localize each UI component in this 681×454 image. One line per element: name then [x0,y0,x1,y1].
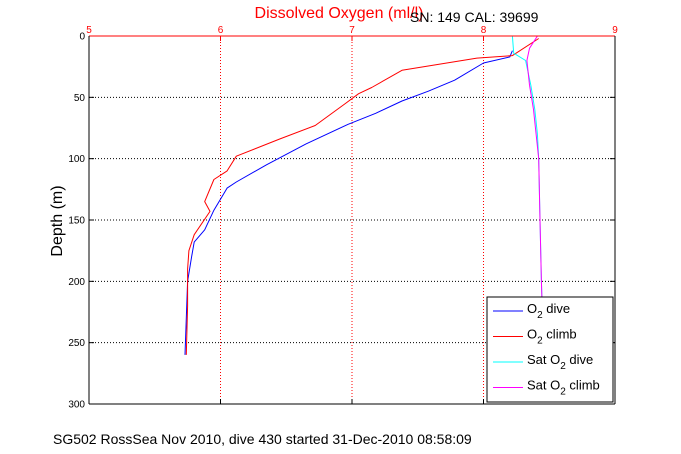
y-tick-label: 50 [74,93,86,104]
y-tick-label: 300 [68,400,85,411]
serial-label: SN: 149 CAL: 39699 [410,9,539,25]
grid-lines [89,36,615,404]
x-tick-label: 5 [86,25,92,36]
legend-label-sub: 2 [560,361,566,372]
tick-labels: 5 6 7 8 9 0 50 100 150 200 250 300 [68,25,618,411]
x-tick-label: 6 [218,25,224,36]
legend-box [486,296,614,403]
series-layer [184,35,544,355]
y-tick-label: 0 [79,32,85,43]
legend-label-rest: climb [543,327,577,342]
legend-label-rest: dive [543,301,570,316]
legend-label-main: O [527,327,537,342]
legend-label: Sat O2 dive [527,352,593,372]
y-tick-label: 250 [68,338,85,349]
legend-label: O2 climb [527,327,577,347]
legend-label-sub: 2 [560,387,566,398]
x-tick-label: 7 [349,25,355,36]
series-line-sat-o2-climb [526,35,544,325]
legend-label-sub: 2 [537,310,543,321]
x-tick-label: 9 [612,25,618,36]
y-tick-label: 200 [68,277,85,288]
legend-label-rest: dive [566,352,593,367]
y-tick-label: 100 [68,154,85,165]
legend-label: O2 dive [527,301,570,321]
x-tick-label: 8 [481,25,487,36]
y-axis-label: Depth (m) [49,185,66,256]
legend-label: Sat O2 climb [527,378,600,398]
legend-label-main: Sat O [527,352,560,367]
legend-label-sub: 2 [537,336,543,347]
y-tick-label: 150 [68,216,85,227]
legend-label-main: Sat O [527,378,560,393]
series-line-o2-dive [184,50,513,355]
chart-title: Dissolved Oxygen (ml/l) [255,5,424,22]
footer-caption: SG502 RossSea Nov 2010, dive 430 started… [53,431,472,447]
legend-label-main: O [527,301,537,316]
legend-label-rest: climb [566,378,600,393]
axes [88,35,616,405]
series-line-o2-climb [185,38,539,355]
